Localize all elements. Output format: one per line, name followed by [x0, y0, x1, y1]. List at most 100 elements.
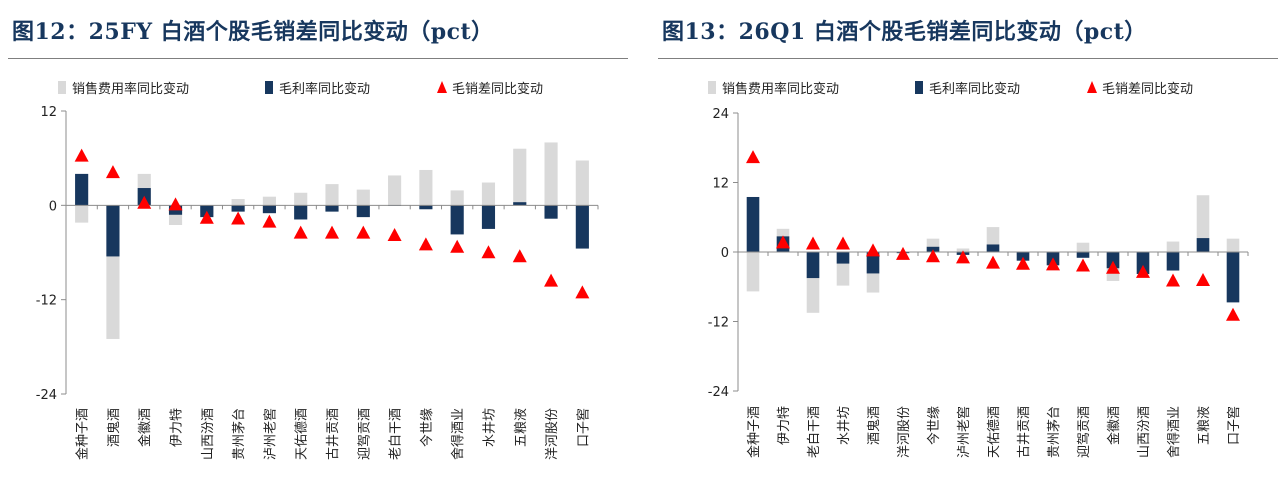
- legend-item: 毛利率同比变动: [915, 81, 1020, 97]
- marker-gm-minus-sales: [866, 243, 880, 257]
- marker-gm-minus-sales: [544, 273, 559, 287]
- category-label: 迎驾贡酒: [357, 408, 372, 460]
- category-label: 舍得酒业: [1166, 406, 1182, 458]
- bar-gross-margin: [356, 205, 370, 218]
- marker-gm-minus-sales: [1166, 273, 1180, 287]
- legend-swatch: [58, 81, 66, 94]
- marker-gm-minus-sales: [746, 150, 760, 164]
- y-tick-label: -12: [708, 316, 729, 331]
- y-tick-label: 12: [712, 177, 729, 192]
- y-tick-label: -24: [708, 385, 729, 400]
- marker-gm-minus-sales: [481, 245, 496, 259]
- title-divider: [658, 58, 1278, 59]
- bar-sales-expense: [575, 160, 589, 206]
- bar-sales-expense: [1166, 241, 1180, 252]
- bar-sales-expense: [231, 199, 245, 206]
- legend-label: 毛销差同比变动: [452, 81, 543, 97]
- y-tick-label: 24: [712, 107, 729, 122]
- marker-gm-minus-sales: [836, 236, 850, 250]
- marker-gm-minus-sales: [926, 249, 940, 263]
- bar-sales-expense: [419, 169, 433, 206]
- bar-gross-margin: [1076, 252, 1090, 258]
- y-tick-label: 12: [40, 105, 57, 120]
- bar-sales-expense: [1226, 238, 1240, 252]
- bar-gross-margin: [231, 205, 245, 212]
- bar-gross-margin: [1226, 252, 1240, 303]
- category-label: 金徽酒: [1106, 406, 1122, 445]
- marker-gm-minus-sales: [418, 237, 433, 251]
- category-label: 金种子酒: [75, 408, 91, 460]
- bar-sales-expense: [513, 148, 527, 206]
- legend-swatch: [437, 81, 447, 93]
- category-label: 古井贡酒: [326, 408, 341, 460]
- chart-svg: 销售费用率同比变动 毛利率同比变动 毛销差同比变动 24 12 0 -12 -24 金种子酒 伊力…: [708, 81, 1249, 458]
- marker-gm-minus-sales: [1076, 258, 1090, 272]
- category-label: 五粮液: [1197, 406, 1212, 445]
- bar-gross-margin: [544, 205, 558, 219]
- category-label: 酒鬼酒: [866, 406, 882, 445]
- legend-label: 销售费用率同比变动: [72, 81, 189, 97]
- category-label: 山西汾酒: [1137, 406, 1152, 458]
- bar-gross-margin: [419, 205, 433, 210]
- chart-svg: 销售费用率同比变动 毛利率同比变动 毛销差同比变动 12 0 -12 -24 金种子酒 酒鬼酒金…: [36, 81, 599, 460]
- bar-sales-expense: [262, 196, 276, 206]
- bar-gross-margin: [1166, 252, 1180, 271]
- bar-gross-margin: [836, 252, 850, 264]
- marker-gm-minus-sales: [1046, 257, 1060, 271]
- bar-sales-expense: [450, 190, 464, 206]
- category-label: 口子窖: [1226, 406, 1242, 445]
- category-label: 洋河股份: [545, 408, 560, 460]
- bar-sales-expense: [1076, 242, 1090, 252]
- category-label: 泸州老窖: [262, 408, 278, 460]
- marker-gm-minus-sales: [1226, 307, 1240, 321]
- category-label: 今世缘: [419, 408, 435, 447]
- y-tick-label: 0: [49, 199, 57, 214]
- marker-gm-minus-sales: [896, 246, 910, 260]
- category-label: 水井坊: [482, 408, 497, 447]
- bar-gross-margin: [1106, 252, 1120, 269]
- bar-sales-expense: [75, 205, 89, 223]
- y-tick-label: -24: [36, 388, 57, 403]
- category-label: 贵州茅台: [1047, 406, 1062, 458]
- category-label: 今世缘: [926, 406, 942, 445]
- legend-label: 毛利率同比变动: [279, 81, 370, 97]
- bar-gross-margin: [806, 252, 820, 279]
- category-label: 泸州老窖: [956, 406, 972, 458]
- marker-gm-minus-sales: [387, 227, 402, 241]
- legend-label: 销售费用率同比变动: [722, 81, 839, 97]
- bar-gross-margin: [1136, 252, 1150, 275]
- bar-sales-expense: [1196, 195, 1210, 252]
- legend-swatch: [915, 81, 923, 94]
- legend-item: 毛销差同比变动: [437, 81, 543, 97]
- marker-gm-minus-sales: [199, 210, 214, 224]
- marker-gm-minus-sales: [325, 225, 339, 239]
- category-label: 酒鬼酒: [106, 408, 122, 447]
- legend-label: 毛销差同比变动: [1102, 81, 1193, 97]
- title-divider: [8, 58, 628, 59]
- category-label: 天佑德酒: [295, 408, 310, 460]
- marker-gm-minus-sales: [1106, 260, 1120, 274]
- marker-gm-minus-sales: [356, 225, 371, 239]
- marker-gm-minus-sales: [262, 214, 277, 228]
- category-label: 老白干酒: [806, 406, 822, 458]
- category-label: 伊力特: [170, 408, 185, 447]
- category-label: 伊力特: [777, 406, 792, 445]
- category-label: 五粮液: [514, 408, 529, 447]
- category-label: 古井贡酒: [1017, 406, 1032, 458]
- category-label: 口子窖: [575, 408, 591, 447]
- marker-gm-minus-sales: [776, 235, 790, 249]
- y-tick-label: 0: [721, 246, 729, 261]
- marker-gm-minus-sales: [512, 249, 527, 263]
- category-label: 贵州茅台: [232, 408, 247, 460]
- legend-swatch: [265, 81, 273, 94]
- bar-gross-margin: [575, 205, 589, 249]
- legend-swatch: [708, 81, 716, 94]
- category-label: 洋河股份: [897, 406, 912, 458]
- bar-sales-expense: [356, 189, 370, 206]
- bar-gross-margin: [986, 244, 1000, 252]
- legend-item: 毛利率同比变动: [265, 81, 370, 97]
- legend-swatch: [1087, 81, 1097, 93]
- marker-gm-minus-sales: [293, 225, 308, 239]
- chart-title: 图13：26Q1 白酒个股毛销差同比变动（pct）: [662, 19, 1147, 45]
- bar-sales-expense: [325, 184, 339, 206]
